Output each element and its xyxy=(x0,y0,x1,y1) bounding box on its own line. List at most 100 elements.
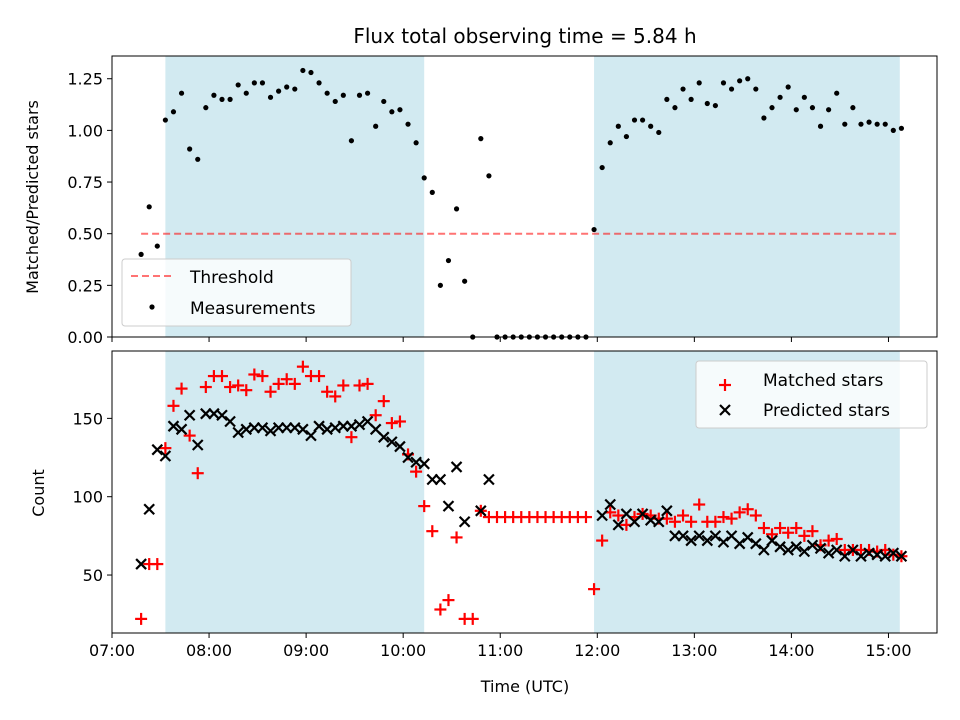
matched-star-point xyxy=(280,373,293,386)
measurement-point xyxy=(138,251,144,257)
matched-star-point xyxy=(693,498,706,511)
measurement-point xyxy=(834,90,840,96)
measurement-point xyxy=(178,90,185,96)
predicted-star-point xyxy=(305,429,317,442)
matched-star-point xyxy=(329,390,342,403)
predicted-star-point xyxy=(475,505,487,517)
measurement-point xyxy=(259,80,266,86)
measurement-point xyxy=(801,94,807,100)
matched-star-point xyxy=(151,558,164,571)
predicted-star-point xyxy=(604,498,617,511)
matched-star-point xyxy=(313,370,326,383)
matched-star-point xyxy=(426,525,439,538)
measurement-point xyxy=(381,98,387,105)
predicted-star-point xyxy=(434,473,447,486)
matched-star-point xyxy=(434,603,447,616)
measurement-point xyxy=(227,96,233,102)
predicted-star-point xyxy=(377,431,390,443)
measurement-point xyxy=(866,119,872,125)
matched-star-point xyxy=(612,509,625,522)
matched-star-point xyxy=(256,370,269,383)
measurement-point xyxy=(316,80,322,86)
top-legend-box xyxy=(121,258,352,327)
matched-star-point xyxy=(596,534,609,547)
predicted-star-point xyxy=(677,530,689,542)
predicted-star-point xyxy=(353,418,366,431)
predicted-star-point xyxy=(693,530,705,542)
predicted-star-point xyxy=(766,534,778,547)
predicted-star-point xyxy=(232,426,244,439)
predicted-star-point xyxy=(402,451,414,464)
predicted-star-point xyxy=(596,509,608,522)
x-axis-label: Time (UTC) xyxy=(480,677,569,696)
measurement-point xyxy=(607,140,613,146)
predicted-star-point xyxy=(855,550,867,563)
matched-star-point xyxy=(393,415,406,428)
matched-star-point xyxy=(248,368,261,381)
matched-star-point xyxy=(733,506,746,519)
measurement-point xyxy=(413,140,419,146)
measurement-point xyxy=(154,243,160,249)
measurement-point xyxy=(898,125,905,131)
predicted-star-point xyxy=(175,423,188,436)
matched-star-point xyxy=(183,429,196,442)
matched-star-point xyxy=(442,594,455,607)
predicted-star-point xyxy=(652,515,665,528)
matched-star-point xyxy=(321,385,334,398)
matched-star-point xyxy=(361,377,374,390)
measurement-point xyxy=(195,156,201,162)
predicted-star-point xyxy=(741,531,754,544)
measurement-point xyxy=(445,257,452,264)
measurement-point xyxy=(826,107,832,113)
legend-measurements-label: Measurements xyxy=(190,299,316,319)
measurement-point xyxy=(478,136,484,142)
predicted-star-point xyxy=(191,439,204,451)
measurement-point xyxy=(437,282,443,288)
legend-measurements-swatch xyxy=(149,304,155,310)
x-tick-label-1: 08:00 xyxy=(186,641,232,660)
measurement-point xyxy=(591,226,597,233)
top-y-tick-label-1: 0.25 xyxy=(67,276,103,295)
matched-star-point xyxy=(725,512,738,525)
measurement-point xyxy=(146,204,152,210)
matched-star-point xyxy=(272,377,285,390)
measurement-point xyxy=(292,86,298,92)
predicted-star-point xyxy=(879,550,892,563)
legend-predicted-label: Predicted stars xyxy=(763,401,890,421)
measurement-point xyxy=(817,123,824,129)
legend-matched-swatch xyxy=(719,379,731,391)
measurement-point xyxy=(688,96,694,102)
measurement-point xyxy=(704,100,710,107)
measurement-point xyxy=(882,121,888,127)
matched-star-point xyxy=(685,515,698,528)
top-y-tick-label-0: 0.00 xyxy=(67,328,103,347)
matched-star-point xyxy=(418,500,431,513)
measurement-point xyxy=(332,98,338,105)
x-tick-label-7: 14:00 xyxy=(768,641,814,660)
measurement-point xyxy=(267,94,274,100)
predicted-star-point xyxy=(151,443,164,456)
predicted-star-point xyxy=(612,519,625,531)
measurement-point xyxy=(850,105,856,111)
matched-star-point xyxy=(353,379,366,392)
measurement-point xyxy=(753,86,759,92)
matched-star-point xyxy=(199,381,212,394)
matched-star-point xyxy=(377,395,390,408)
predicted-star-point xyxy=(806,539,819,552)
predicted-star-point xyxy=(224,415,236,428)
matched-star-point xyxy=(191,467,204,480)
measurement-point xyxy=(397,107,403,113)
matched-star-point xyxy=(668,515,681,528)
bottom-legend: Matched stars Predicted stars xyxy=(695,360,928,429)
measurement-point xyxy=(728,86,735,92)
bottom-axes-frame xyxy=(111,350,938,634)
predicted-star-point xyxy=(386,436,398,448)
top-panel: 0.00 0.25 0.50 0.75 1.00 1.25 Matched/Predict… xyxy=(23,55,938,347)
matched-star-point xyxy=(232,379,245,392)
measurement-point xyxy=(639,117,646,123)
measurement-point xyxy=(219,96,225,102)
measurement-point xyxy=(211,92,217,98)
matched-star-point xyxy=(240,384,253,397)
predicted-star-point xyxy=(798,545,811,558)
